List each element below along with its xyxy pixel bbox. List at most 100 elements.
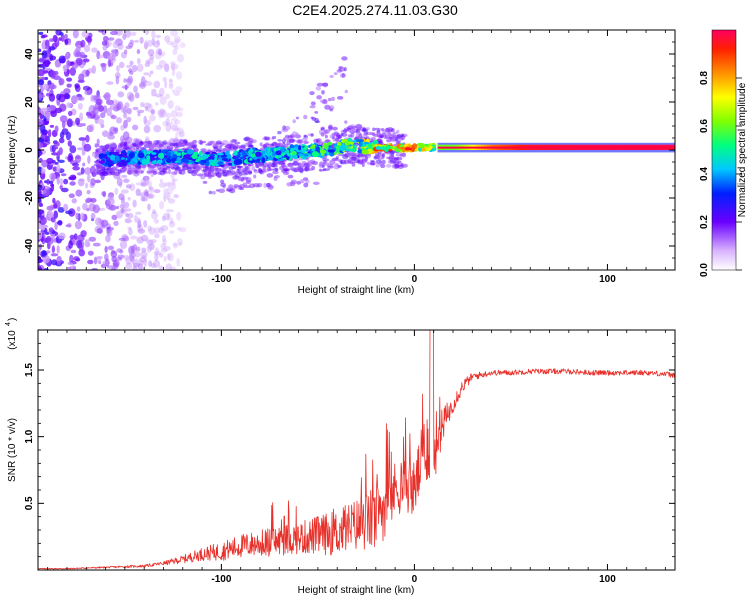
noise-speckle [114, 187, 119, 195]
halo-speckle [290, 179, 297, 185]
noise-speckle [151, 92, 157, 97]
noise-speckle [128, 228, 133, 236]
noise-speckle [71, 95, 79, 104]
halo-speckle [385, 127, 389, 131]
noise-speckle [178, 129, 185, 138]
noise-speckle [39, 123, 46, 133]
halo-speckle [310, 101, 316, 106]
noise-speckle [98, 105, 104, 112]
noise-speckle [113, 220, 119, 226]
noise-speckle [148, 186, 154, 191]
noise-speckle [108, 37, 115, 41]
noise-speckle [52, 34, 58, 43]
noise-speckle [46, 205, 54, 211]
noise-speckle [153, 124, 162, 133]
noise-speckle [116, 117, 122, 124]
halo-speckle [281, 138, 286, 144]
noise-speckle [56, 150, 61, 157]
noise-speckle [38, 197, 42, 203]
noise-speckle [134, 258, 139, 265]
noise-speckle [85, 199, 91, 204]
ridge-blob [225, 150, 230, 156]
halo-speckle [342, 129, 348, 133]
x-tick-label: 0 [412, 574, 418, 585]
halo-speckle [129, 145, 136, 151]
noise-speckle [171, 124, 179, 132]
noise-speckle [116, 248, 123, 253]
ridge-blob [290, 147, 295, 152]
noise-speckle [55, 161, 59, 165]
noise-speckle [171, 68, 176, 77]
halo-speckle [337, 165, 342, 168]
halo-speckle [171, 171, 178, 175]
noise-speckle [176, 258, 181, 267]
x-tick-label: -100 [211, 574, 231, 585]
noise-speckle [118, 61, 125, 69]
halo-speckle [283, 168, 290, 172]
y-tick-label: -20 [24, 190, 35, 205]
noise-speckle [65, 210, 73, 215]
noise-speckle [163, 256, 167, 262]
ridge-blob [201, 153, 209, 159]
noise-speckle [137, 112, 141, 117]
noise-speckle [90, 94, 95, 102]
spectrogram-y-tick-labels: -40 -20 0 20 40 [24, 48, 35, 253]
noise-speckle [61, 120, 66, 129]
ridge-blob [130, 159, 134, 165]
ridge-blob [272, 151, 276, 157]
halo-speckle [282, 142, 286, 147]
halo-speckle [295, 116, 299, 120]
noise-speckle [165, 209, 174, 213]
halo-speckle [207, 170, 212, 175]
noise-speckle [40, 35, 46, 39]
noise-speckle [155, 102, 159, 106]
halo-speckle [214, 142, 220, 146]
ridge-blob [356, 139, 364, 143]
y-tick-label: 20 [24, 96, 35, 108]
noise-speckle [165, 192, 171, 201]
halo-speckle [140, 170, 144, 174]
noise-speckle [75, 117, 81, 126]
noise-speckle [136, 217, 141, 226]
halo-speckle [312, 160, 318, 166]
noise-speckle [79, 51, 86, 59]
noise-speckle [165, 123, 172, 132]
ridge-blob [295, 148, 303, 153]
halo-speckle [213, 168, 217, 172]
noise-speckle [48, 93, 56, 102]
noise-speckle [144, 176, 149, 186]
ridge-blob [103, 156, 109, 159]
noise-speckle [117, 91, 125, 98]
halo-speckle [384, 135, 388, 139]
noise-speckle [146, 193, 155, 199]
halo-speckle [287, 162, 294, 168]
halo-speckle [378, 134, 384, 138]
halo-speckle [159, 170, 166, 176]
noise-speckle [174, 105, 181, 112]
noise-speckle [123, 78, 127, 83]
halo-speckle [351, 156, 357, 161]
noise-speckle [134, 39, 139, 43]
noise-speckle [151, 89, 157, 97]
halo-speckle [226, 170, 232, 174]
halo-speckle [218, 145, 223, 148]
halo-speckle [229, 144, 237, 148]
noise-speckle [84, 89, 93, 96]
noise-speckle [70, 249, 77, 254]
snr-multiplier-base: (x10 [7, 330, 18, 350]
noise-speckle [174, 119, 181, 125]
halo-speckle [303, 182, 309, 188]
noise-speckle [123, 178, 130, 183]
noise-speckle [53, 203, 58, 209]
noise-speckle [49, 38, 54, 42]
noise-speckle [121, 200, 125, 207]
halo-speckle [340, 73, 346, 78]
halo-speckle [331, 132, 337, 136]
spectrogram-y-axis-label: Frequency (Hz) [7, 116, 18, 185]
noise-speckle [123, 254, 130, 261]
halo-speckle [238, 177, 244, 182]
halo-speckle [380, 156, 384, 160]
snr-panel: 0.5 1.0 1.5 -100 0 100 Height of straight li… [5, 318, 676, 596]
noise-speckle [147, 49, 155, 57]
noise-speckle [63, 178, 69, 185]
